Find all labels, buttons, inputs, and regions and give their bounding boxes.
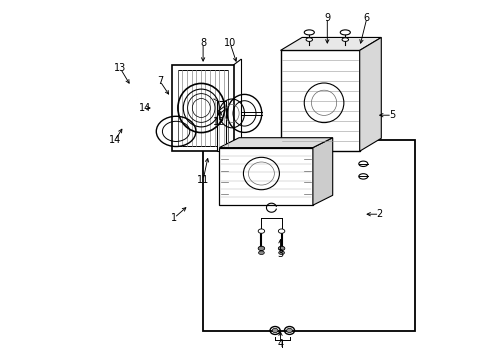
Text: 13: 13 [114, 63, 126, 73]
Polygon shape [359, 37, 381, 151]
Text: 9: 9 [324, 13, 330, 23]
Text: 3: 3 [277, 249, 283, 259]
Text: 11: 11 [197, 175, 209, 185]
Text: 7: 7 [157, 76, 163, 86]
Text: 5: 5 [388, 110, 394, 120]
Bar [203, 140, 415, 331]
Text: 2: 2 [376, 209, 382, 219]
Ellipse shape [340, 30, 349, 35]
Bar [219, 148, 312, 205]
Text: 14: 14 [108, 135, 121, 145]
Ellipse shape [286, 328, 292, 333]
Text: 6: 6 [363, 13, 369, 23]
Polygon shape [280, 37, 381, 50]
Ellipse shape [342, 38, 348, 41]
Ellipse shape [278, 246, 284, 251]
Polygon shape [219, 138, 332, 148]
Ellipse shape [278, 229, 284, 233]
Bar [217, 101, 226, 151]
Text: 10: 10 [224, 38, 236, 48]
Text: 14: 14 [139, 103, 151, 113]
Polygon shape [312, 138, 332, 205]
Text: 4: 4 [277, 339, 283, 349]
Ellipse shape [258, 251, 264, 255]
Ellipse shape [258, 229, 264, 233]
Text: 1: 1 [171, 213, 177, 223]
Ellipse shape [305, 38, 312, 41]
Ellipse shape [272, 328, 277, 333]
Text: 12: 12 [213, 117, 225, 127]
Bar [172, 65, 233, 151]
Text: 8: 8 [200, 38, 206, 48]
Ellipse shape [304, 30, 314, 35]
Ellipse shape [258, 246, 264, 251]
Bar [280, 50, 359, 151]
Ellipse shape [278, 251, 284, 255]
Bar [178, 70, 228, 146]
